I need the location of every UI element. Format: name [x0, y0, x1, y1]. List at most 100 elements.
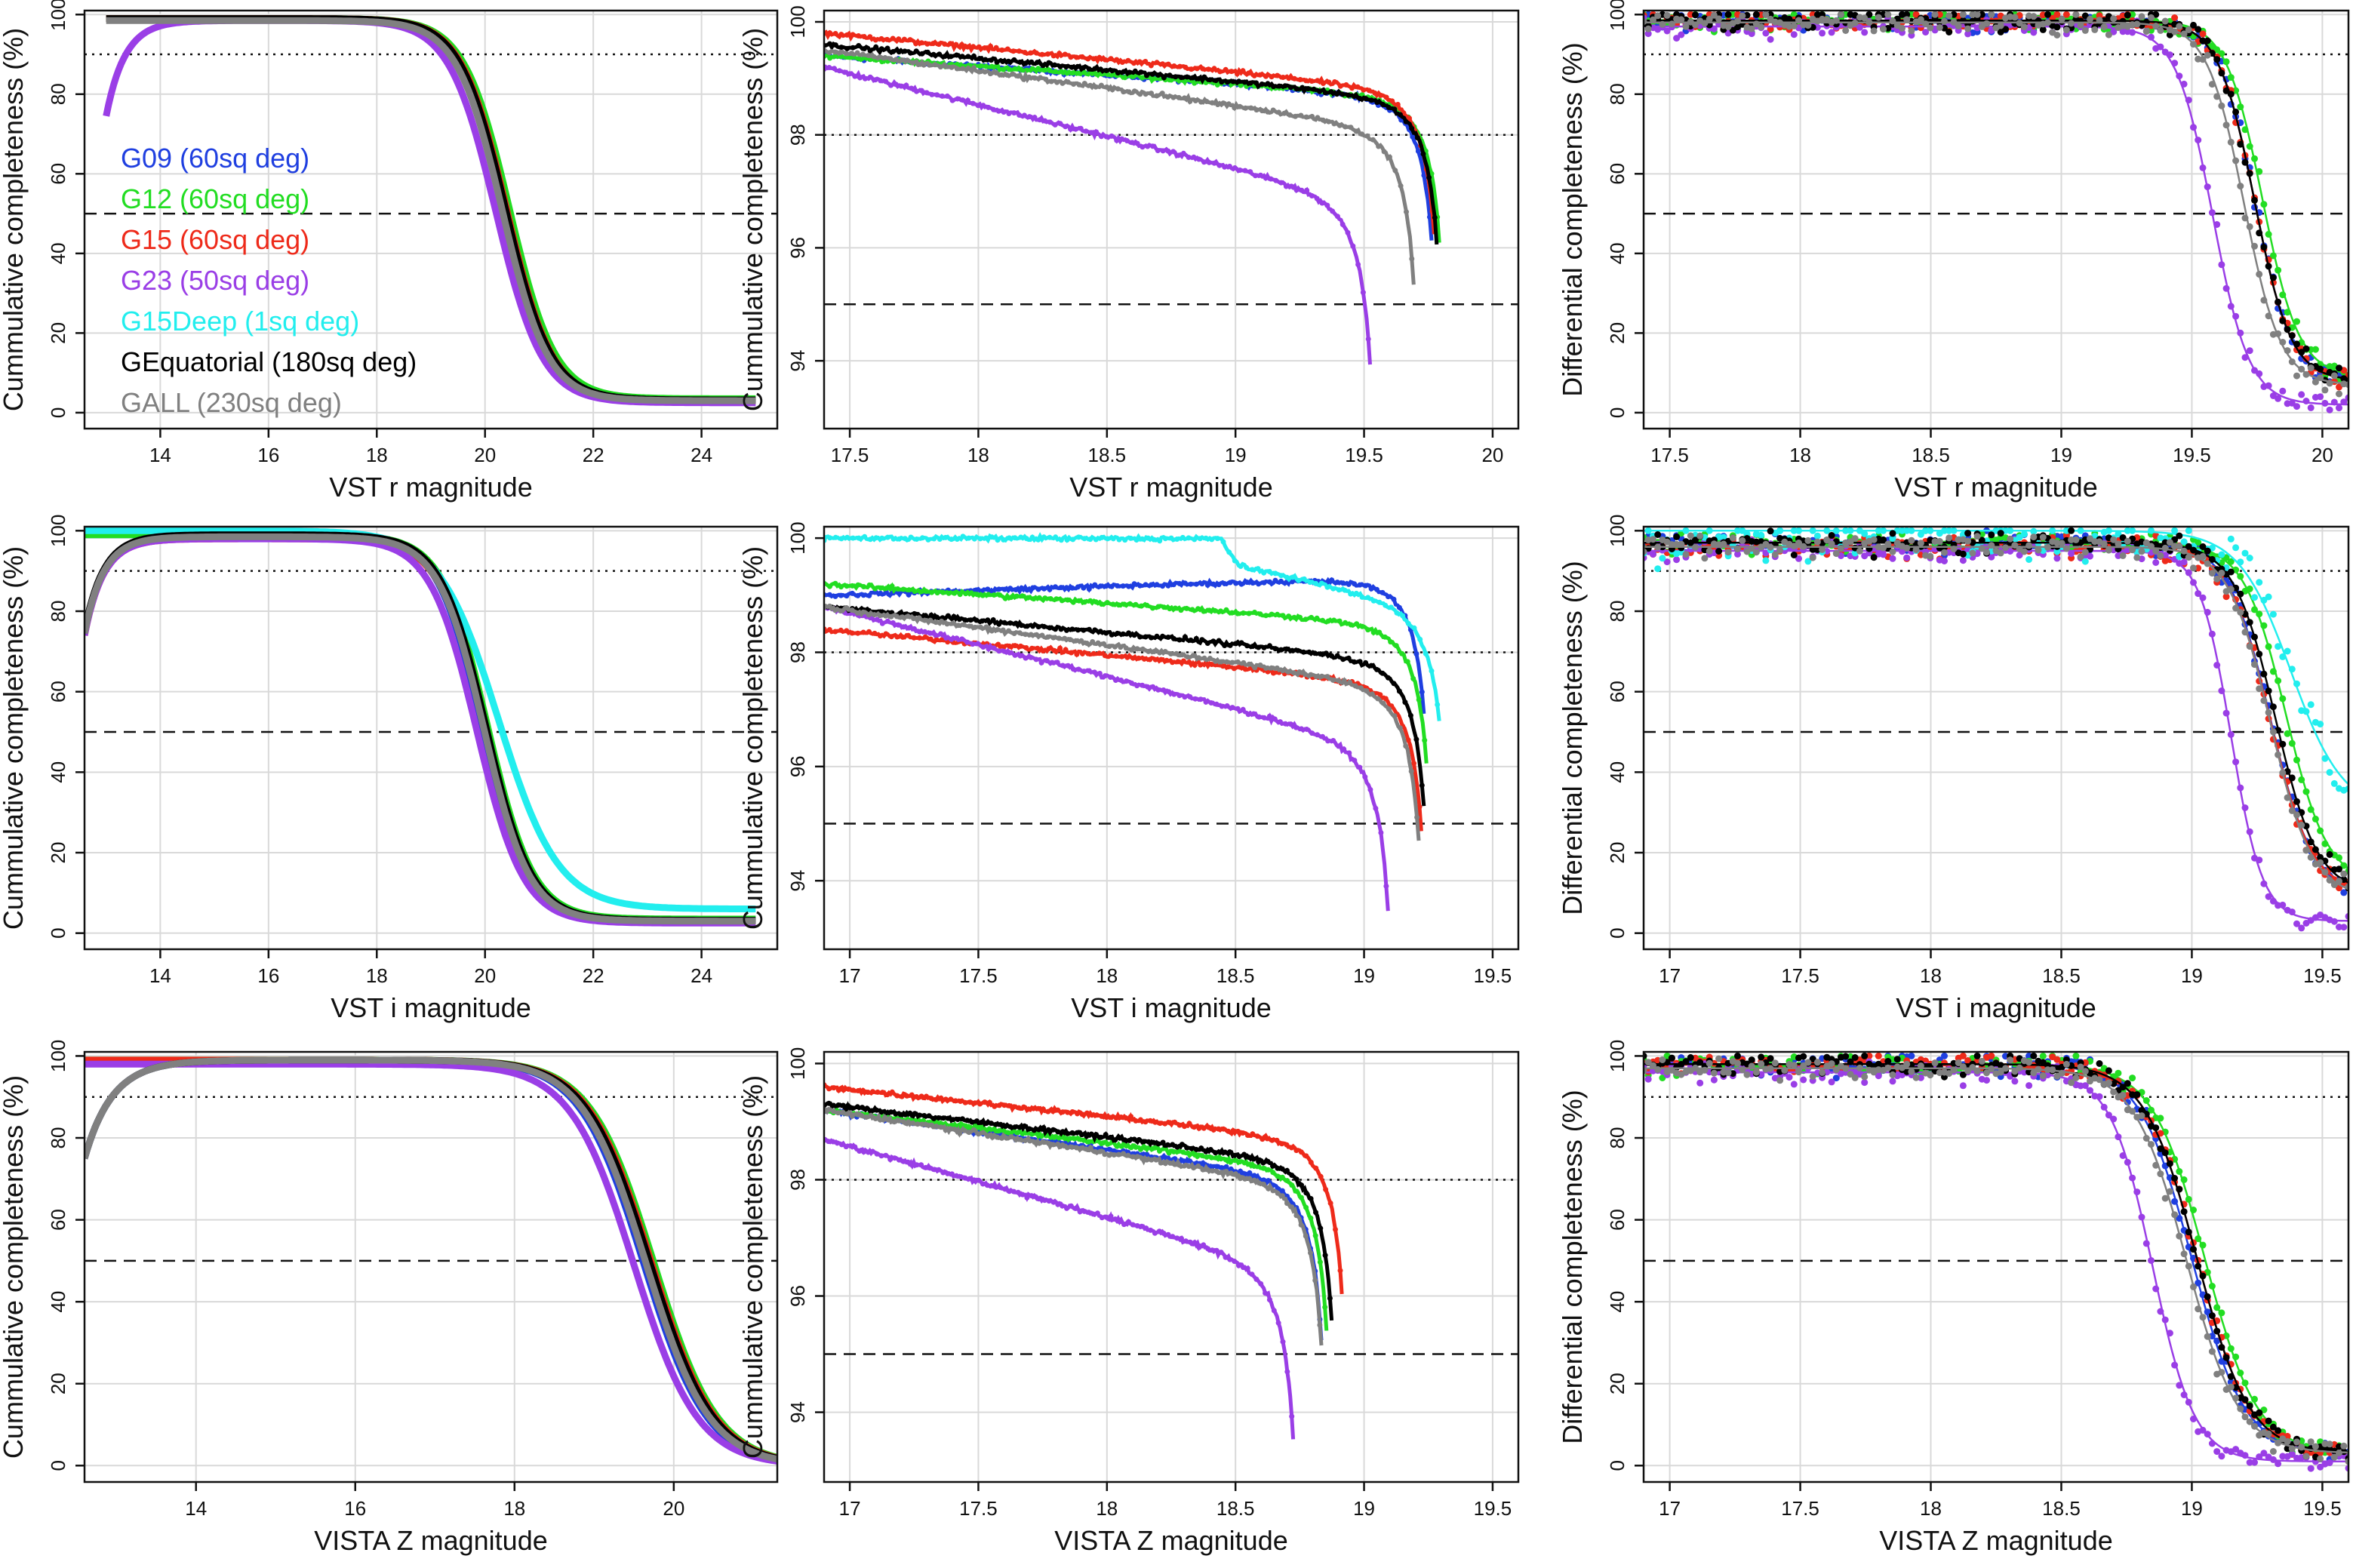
data-point	[2105, 546, 2112, 554]
data-point	[1682, 23, 1690, 30]
data-point	[1752, 11, 1760, 18]
data-point	[1748, 25, 1755, 32]
data-point	[2072, 11, 2080, 18]
data-point	[1964, 30, 1972, 38]
series-line-G23	[824, 604, 1390, 912]
data-point	[2119, 552, 2127, 559]
data-point	[1936, 24, 1943, 31]
series-points-GEquatorial	[1644, 527, 2348, 892]
data-point	[2227, 535, 2235, 543]
data-point	[2208, 570, 2216, 577]
data-point	[2119, 534, 2127, 541]
y-tick-label: 60	[47, 1209, 69, 1231]
series-fit-GEquatorial	[1644, 19, 2348, 380]
data-point	[1654, 12, 1662, 20]
x-tick-label: 20	[2311, 444, 2333, 466]
data-point	[2195, 26, 2202, 33]
plot-area	[103, 15, 757, 407]
data-point	[2336, 390, 2342, 398]
plot-area	[85, 1056, 777, 1465]
data-point	[1988, 531, 1995, 539]
data-point	[1786, 1074, 1793, 1081]
data-point	[1654, 565, 1662, 573]
y-tick-label: 80	[1606, 83, 1629, 105]
data-point	[1870, 536, 1878, 543]
data-point	[2124, 11, 2131, 19]
x-tick-label: 18.5	[1216, 964, 1255, 987]
series-fit-G15	[1644, 546, 2348, 886]
x-tick-label: 19.5	[2173, 444, 2211, 466]
data-point	[2025, 556, 2033, 563]
data-point	[1880, 551, 1887, 558]
data-point	[1861, 530, 1869, 537]
data-point	[1842, 27, 1850, 34]
data-point	[1748, 30, 1755, 38]
data-point	[1682, 551, 1690, 558]
y-tick-label: 0	[1606, 407, 1629, 418]
series-line-G09	[824, 1107, 1324, 1341]
data-point	[2058, 15, 2065, 23]
data-point	[1819, 546, 1826, 553]
series-line-GEquatorial	[824, 41, 1439, 245]
data-point	[2180, 558, 2188, 566]
series-points-G23	[824, 65, 1371, 342]
data-point	[1889, 555, 1896, 562]
series-fit-G15Deep	[1644, 530, 2348, 786]
data-point	[2068, 527, 2075, 534]
x-tick-label: 20	[663, 1497, 684, 1520]
data-point	[2336, 865, 2342, 873]
y-tick-label: 0	[47, 407, 69, 418]
data-point	[2307, 404, 2315, 411]
y-tick-label: 40	[1606, 242, 1629, 264]
data-point	[1964, 530, 1972, 537]
x-tick-label: 19.5	[1474, 964, 1512, 987]
plot-area	[85, 527, 757, 927]
data-point	[2062, 11, 2070, 18]
x-tick-label: 18.5	[1088, 444, 1127, 466]
x-tick-label: 17.5	[1781, 964, 1819, 987]
data-point	[1790, 1081, 1798, 1088]
legend-entry-G23: G23 (50sq deg)	[121, 265, 309, 296]
data-point	[2030, 533, 2038, 541]
series-points-GEquatorial	[1644, 11, 2348, 385]
data-point	[2330, 779, 2338, 787]
x-tick-label: 17.5	[1650, 444, 1689, 466]
data-point	[1983, 549, 1990, 556]
x-tick-label: 22	[583, 964, 604, 987]
data-point	[2062, 26, 2070, 34]
data-point	[2115, 1069, 2122, 1077]
data-point	[1678, 16, 1685, 23]
data-point	[1936, 538, 1943, 545]
y-tick-label: 100	[47, 515, 69, 547]
x-tick-label: 19.5	[1345, 444, 1383, 466]
x-tick-label: 18	[503, 1497, 525, 1520]
data-point	[2020, 23, 2028, 31]
plot-frame	[1642, 525, 2350, 951]
data-point	[1762, 557, 1770, 564]
data-point	[1861, 29, 1869, 36]
data-point	[2020, 548, 2028, 555]
data-point	[2336, 924, 2342, 930]
data-point	[1650, 551, 1656, 558]
x-tick-label: 18	[1920, 964, 1942, 987]
y-tick-label: 20	[1606, 322, 1629, 344]
data-point	[2284, 647, 2291, 655]
data-point	[2227, 568, 2235, 576]
y-tick-label: 100	[786, 5, 809, 38]
y-tick-label: 100	[786, 521, 809, 554]
data-point	[1912, 546, 1920, 553]
data-point	[2265, 593, 2272, 601]
x-tick-label: 14	[149, 444, 171, 466]
data-point	[2081, 26, 2089, 34]
data-point	[1795, 555, 1802, 562]
data-point	[1832, 1075, 1840, 1082]
x-tick-label: 19.5	[1474, 1497, 1512, 1520]
data-point	[2016, 533, 2023, 541]
series-line-G12	[85, 531, 757, 923]
data-point	[2293, 403, 2300, 410]
data-point	[1917, 540, 1924, 547]
data-point	[2222, 593, 2230, 601]
